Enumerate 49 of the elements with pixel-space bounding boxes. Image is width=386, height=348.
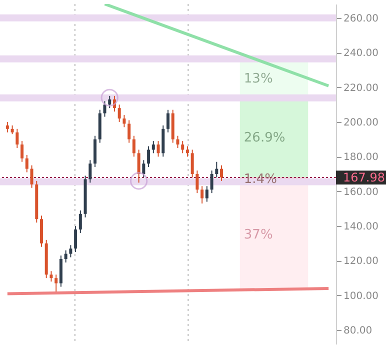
candlestick (30, 164, 34, 188)
y-tick-label: 260.00 (344, 13, 378, 24)
candlestick (176, 135, 180, 148)
y-tick-label: 200.00 (344, 117, 378, 128)
y-tick-label: 80.00 (344, 326, 372, 337)
candlestick (78, 210, 82, 234)
ref-line-label: 167.98 (343, 170, 385, 185)
y-tick-label: 180.00 (344, 152, 378, 164)
candlestick (50, 270, 53, 282)
candlestick (6, 121, 9, 133)
candlestick (16, 128, 19, 148)
candlestick (181, 140, 184, 154)
band-label: 13% (244, 72, 273, 87)
candlestick (69, 244, 72, 258)
candlestick (142, 160, 146, 178)
candlestick (108, 95, 112, 109)
candlestick (128, 120, 131, 144)
y-tick-label: 100.00 (344, 290, 378, 302)
y-tick-label: 220.00 (344, 82, 378, 94)
candlestick (25, 154, 28, 173)
band-label: 1.4% (244, 172, 277, 188)
band-label: 37% (244, 228, 273, 243)
y-tick-label: 120.00 (344, 256, 378, 268)
y-tick-label: 240.00 (344, 48, 378, 60)
candlestick (118, 104, 121, 122)
candlestick (205, 186, 208, 202)
candlestick (74, 226, 78, 253)
candlestick (166, 109, 170, 133)
candlestick (122, 114, 126, 128)
candlestick (156, 140, 160, 158)
candlestick (20, 140, 24, 162)
candlestick (132, 135, 136, 158)
candlestick (88, 160, 92, 184)
candlestick (147, 146, 150, 168)
candlestick (210, 170, 214, 194)
candlestick (64, 250, 68, 263)
band-label: 26.9% (244, 130, 286, 146)
candlestick (186, 146, 189, 158)
candlestick (196, 170, 199, 194)
candlestick (220, 164, 224, 182)
candlestick (103, 100, 106, 118)
candlestick (54, 274, 58, 292)
candlestick (152, 140, 155, 154)
candlestick (200, 186, 204, 204)
candlestick (137, 149, 140, 184)
candlestick (215, 161, 218, 178)
y-tick-label: 140.00 (344, 222, 378, 233)
candlestick (190, 149, 194, 178)
y-tick-label: 160.00 (344, 186, 378, 198)
